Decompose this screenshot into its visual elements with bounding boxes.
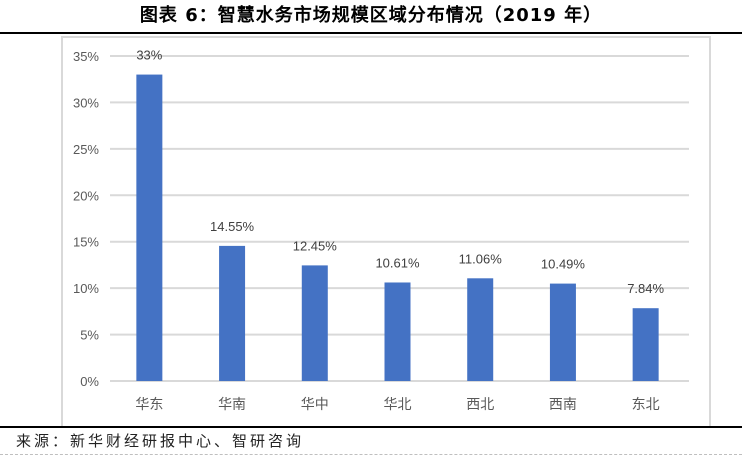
data-label: 33% (136, 48, 162, 63)
y-tick-label: 25% (73, 142, 99, 157)
source-note: 来源：新华财经研报中心、智研咨询 (16, 432, 305, 450)
y-tick-label: 35% (73, 49, 99, 64)
gridlines (110, 55, 689, 382)
x-axis-categories: 华东 华南 华中 华北 西北 西南 东北 (135, 396, 659, 412)
y-tick-label: 0% (80, 374, 99, 389)
y-tick-label: 20% (73, 188, 99, 203)
data-label: 10.49% (541, 257, 586, 272)
x-category-label: 华中 (301, 396, 329, 412)
bars (136, 74, 659, 382)
x-category-label: 华北 (384, 396, 412, 412)
bar (632, 308, 659, 381)
bar (384, 282, 411, 381)
top-divider (0, 32, 742, 34)
data-labels: 33% 14.55% 12.45% 10.61% 11.06% 10.49% 7.84% (136, 48, 664, 297)
y-tick-label: 5% (80, 328, 99, 343)
y-tick-label: 15% (73, 235, 99, 250)
x-category-label: 华南 (218, 396, 246, 412)
bar (549, 283, 576, 381)
x-category-label: 华东 (135, 396, 163, 412)
y-tick-label: 10% (73, 281, 99, 296)
y-tick-label: 30% (73, 95, 99, 110)
bar (219, 245, 246, 381)
x-category-label: 西北 (466, 396, 494, 412)
data-label: 14.55% (210, 219, 255, 234)
bar (301, 265, 328, 381)
bar (467, 278, 494, 381)
bar (136, 74, 163, 382)
data-label: 10.61% (375, 255, 420, 270)
data-label: 11.06% (459, 251, 503, 266)
data-label: 12.45% (293, 238, 338, 253)
dashed-separator (0, 454, 742, 455)
data-label: 7.84% (627, 281, 664, 296)
bottom-divider (0, 426, 742, 428)
chart-title: 图表 6：智慧水务市场规模区域分布情况（2019 年） (139, 5, 603, 26)
x-category-label: 西南 (549, 396, 577, 412)
y-axis-ticks: 0% 5% 10% 15% 20% 25% 30% 35% (73, 49, 99, 389)
x-category-label: 东北 (632, 396, 660, 412)
